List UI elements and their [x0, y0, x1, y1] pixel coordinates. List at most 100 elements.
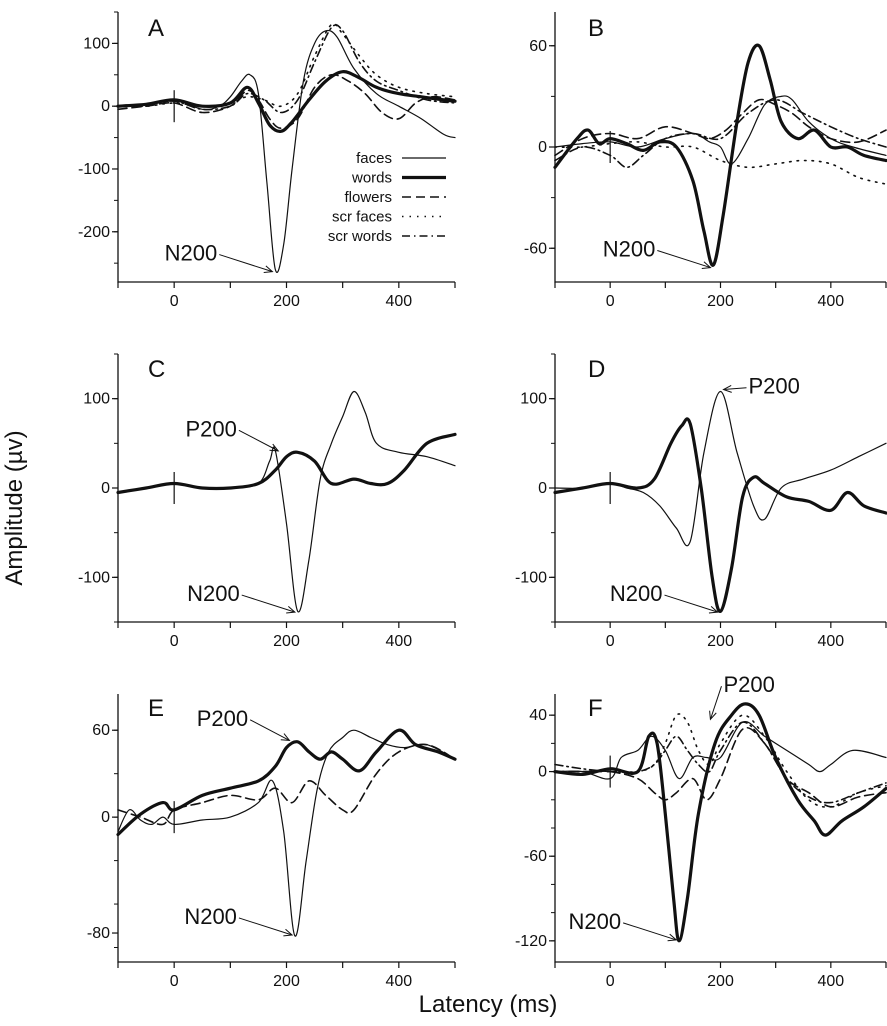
panel-letter: B [588, 15, 604, 42]
series-line-flowers [117, 73, 456, 129]
y-tick-label: 60 [529, 38, 547, 55]
x-tick-label: 0 [606, 633, 615, 650]
annotation-arrowhead [709, 710, 717, 721]
annotation-arrowhead [708, 605, 719, 614]
annotation-arrow [709, 686, 722, 720]
panel-letter: C [148, 356, 165, 383]
panel-c: 100 0 -100 0 200 400 C P200 N200 [78, 353, 457, 650]
series-line-faces [554, 721, 887, 780]
x-tick-label: 0 [170, 293, 179, 310]
annotation-arrowhead [269, 443, 280, 452]
series-line-faces [554, 390, 887, 547]
panel-letter: A [148, 15, 164, 42]
annotation-arrow [664, 594, 718, 613]
y-tick-label: 100 [83, 35, 110, 52]
panel-a: 100 0 -100 -200 0 200 400 A N200 [78, 11, 457, 310]
x-tick-label: 0 [170, 973, 179, 990]
x-tick-label: 400 [817, 973, 844, 990]
figure-y-axis-label: Amplitude (µv) [1, 430, 28, 585]
panel-b: 60 0 -60 0 200 400 B N200 [524, 12, 887, 310]
legend-label: words [351, 170, 392, 187]
x-tick-label: 400 [385, 973, 412, 990]
x-tick-label: 200 [273, 973, 300, 990]
y-tick-label: 0 [538, 764, 547, 781]
series-line-flowers [117, 743, 456, 826]
x-tick-label: 400 [817, 293, 844, 310]
annotation-p200: P200 [197, 706, 248, 731]
annotation-n200: N200 [184, 904, 237, 929]
series-line-flowers [554, 727, 887, 808]
annotation-p200: P200 [749, 374, 800, 399]
annotation-arrow [241, 594, 296, 613]
series-line-scr-words [554, 721, 887, 804]
annotation-n200: N200 [603, 237, 656, 262]
series-line-words [553, 43, 887, 267]
panel-d: 100 0 -100 0 200 400 D P200 N200 [515, 353, 887, 650]
y-tick-label: -80 [87, 925, 110, 942]
series-line-words [116, 70, 457, 133]
legend-label: scr faces [332, 209, 392, 226]
y-tick-label: -120 [515, 933, 547, 950]
annotation-arrow [238, 917, 293, 936]
annotation-p200: P200 [723, 672, 774, 697]
annotation-arrowhead [263, 265, 274, 274]
y-tick-label: 100 [520, 391, 547, 408]
series-line-words [116, 432, 457, 495]
series-line-words [116, 728, 457, 837]
y-tick-label: 60 [92, 722, 110, 739]
panel-letter: D [588, 356, 605, 383]
legend-label: faces [356, 150, 392, 167]
y-tick-label: -100 [78, 569, 110, 586]
panel-e: 60 0 -80 0 200 400 E P200 N200 [87, 694, 457, 990]
x-tick-label: 400 [817, 633, 844, 650]
figure-x-axis-label: Latency (ms) [419, 991, 558, 1018]
annotation-n200: N200 [610, 581, 663, 606]
annotation-arrowhead [286, 605, 297, 614]
legend-label: flowers [344, 189, 392, 206]
series-line-scr-words [554, 99, 887, 169]
annotation-arrow [219, 254, 273, 273]
x-tick-label: 200 [707, 293, 734, 310]
y-tick-label: 100 [83, 391, 110, 408]
x-tick-label: 200 [273, 293, 300, 310]
y-tick-label: 0 [538, 480, 547, 497]
annotation-arrowhead [722, 384, 732, 393]
x-tick-label: 0 [606, 973, 615, 990]
x-tick-label: 200 [707, 633, 734, 650]
x-tick-label: 0 [606, 293, 615, 310]
x-tick-label: 400 [385, 633, 412, 650]
legend-label: scr words [328, 228, 392, 245]
annotation-n200: N200 [187, 581, 240, 606]
annotation-arrowhead [280, 733, 291, 741]
annotation-arrowhead [667, 933, 678, 942]
y-tick-label: 0 [538, 139, 547, 156]
y-tick-label: -60 [524, 848, 547, 865]
y-tick-label: -100 [515, 569, 547, 586]
annotation-arrow [249, 719, 290, 741]
panel-letter: E [148, 695, 164, 722]
annotation-n200: N200 [165, 241, 218, 266]
series-line-faces [117, 390, 456, 613]
annotation-arrow [723, 387, 747, 391]
y-tick-label: 0 [101, 480, 110, 497]
series-line-faces [117, 729, 456, 937]
annotation-arrow [622, 922, 677, 941]
x-tick-label: 200 [707, 973, 734, 990]
annotation-arrowhead [701, 261, 712, 269]
y-tick-label: 40 [529, 707, 547, 724]
series-line-words [553, 417, 887, 613]
annotation-p200: P200 [185, 416, 236, 441]
x-tick-label: 0 [170, 633, 179, 650]
y-tick-label: -200 [78, 224, 110, 241]
series-line-scr-faces [554, 713, 887, 808]
annotation-n200: N200 [569, 909, 622, 934]
annotation-arrow [238, 429, 279, 452]
legend: faces words flowers scr faces scr words [328, 150, 446, 245]
series-line-flowers [554, 98, 887, 157]
axes-frame [554, 354, 886, 623]
annotation-arrow [657, 250, 711, 269]
axes-frame [117, 354, 455, 623]
y-tick-label: -60 [524, 240, 547, 257]
y-tick-label: 0 [101, 809, 110, 826]
